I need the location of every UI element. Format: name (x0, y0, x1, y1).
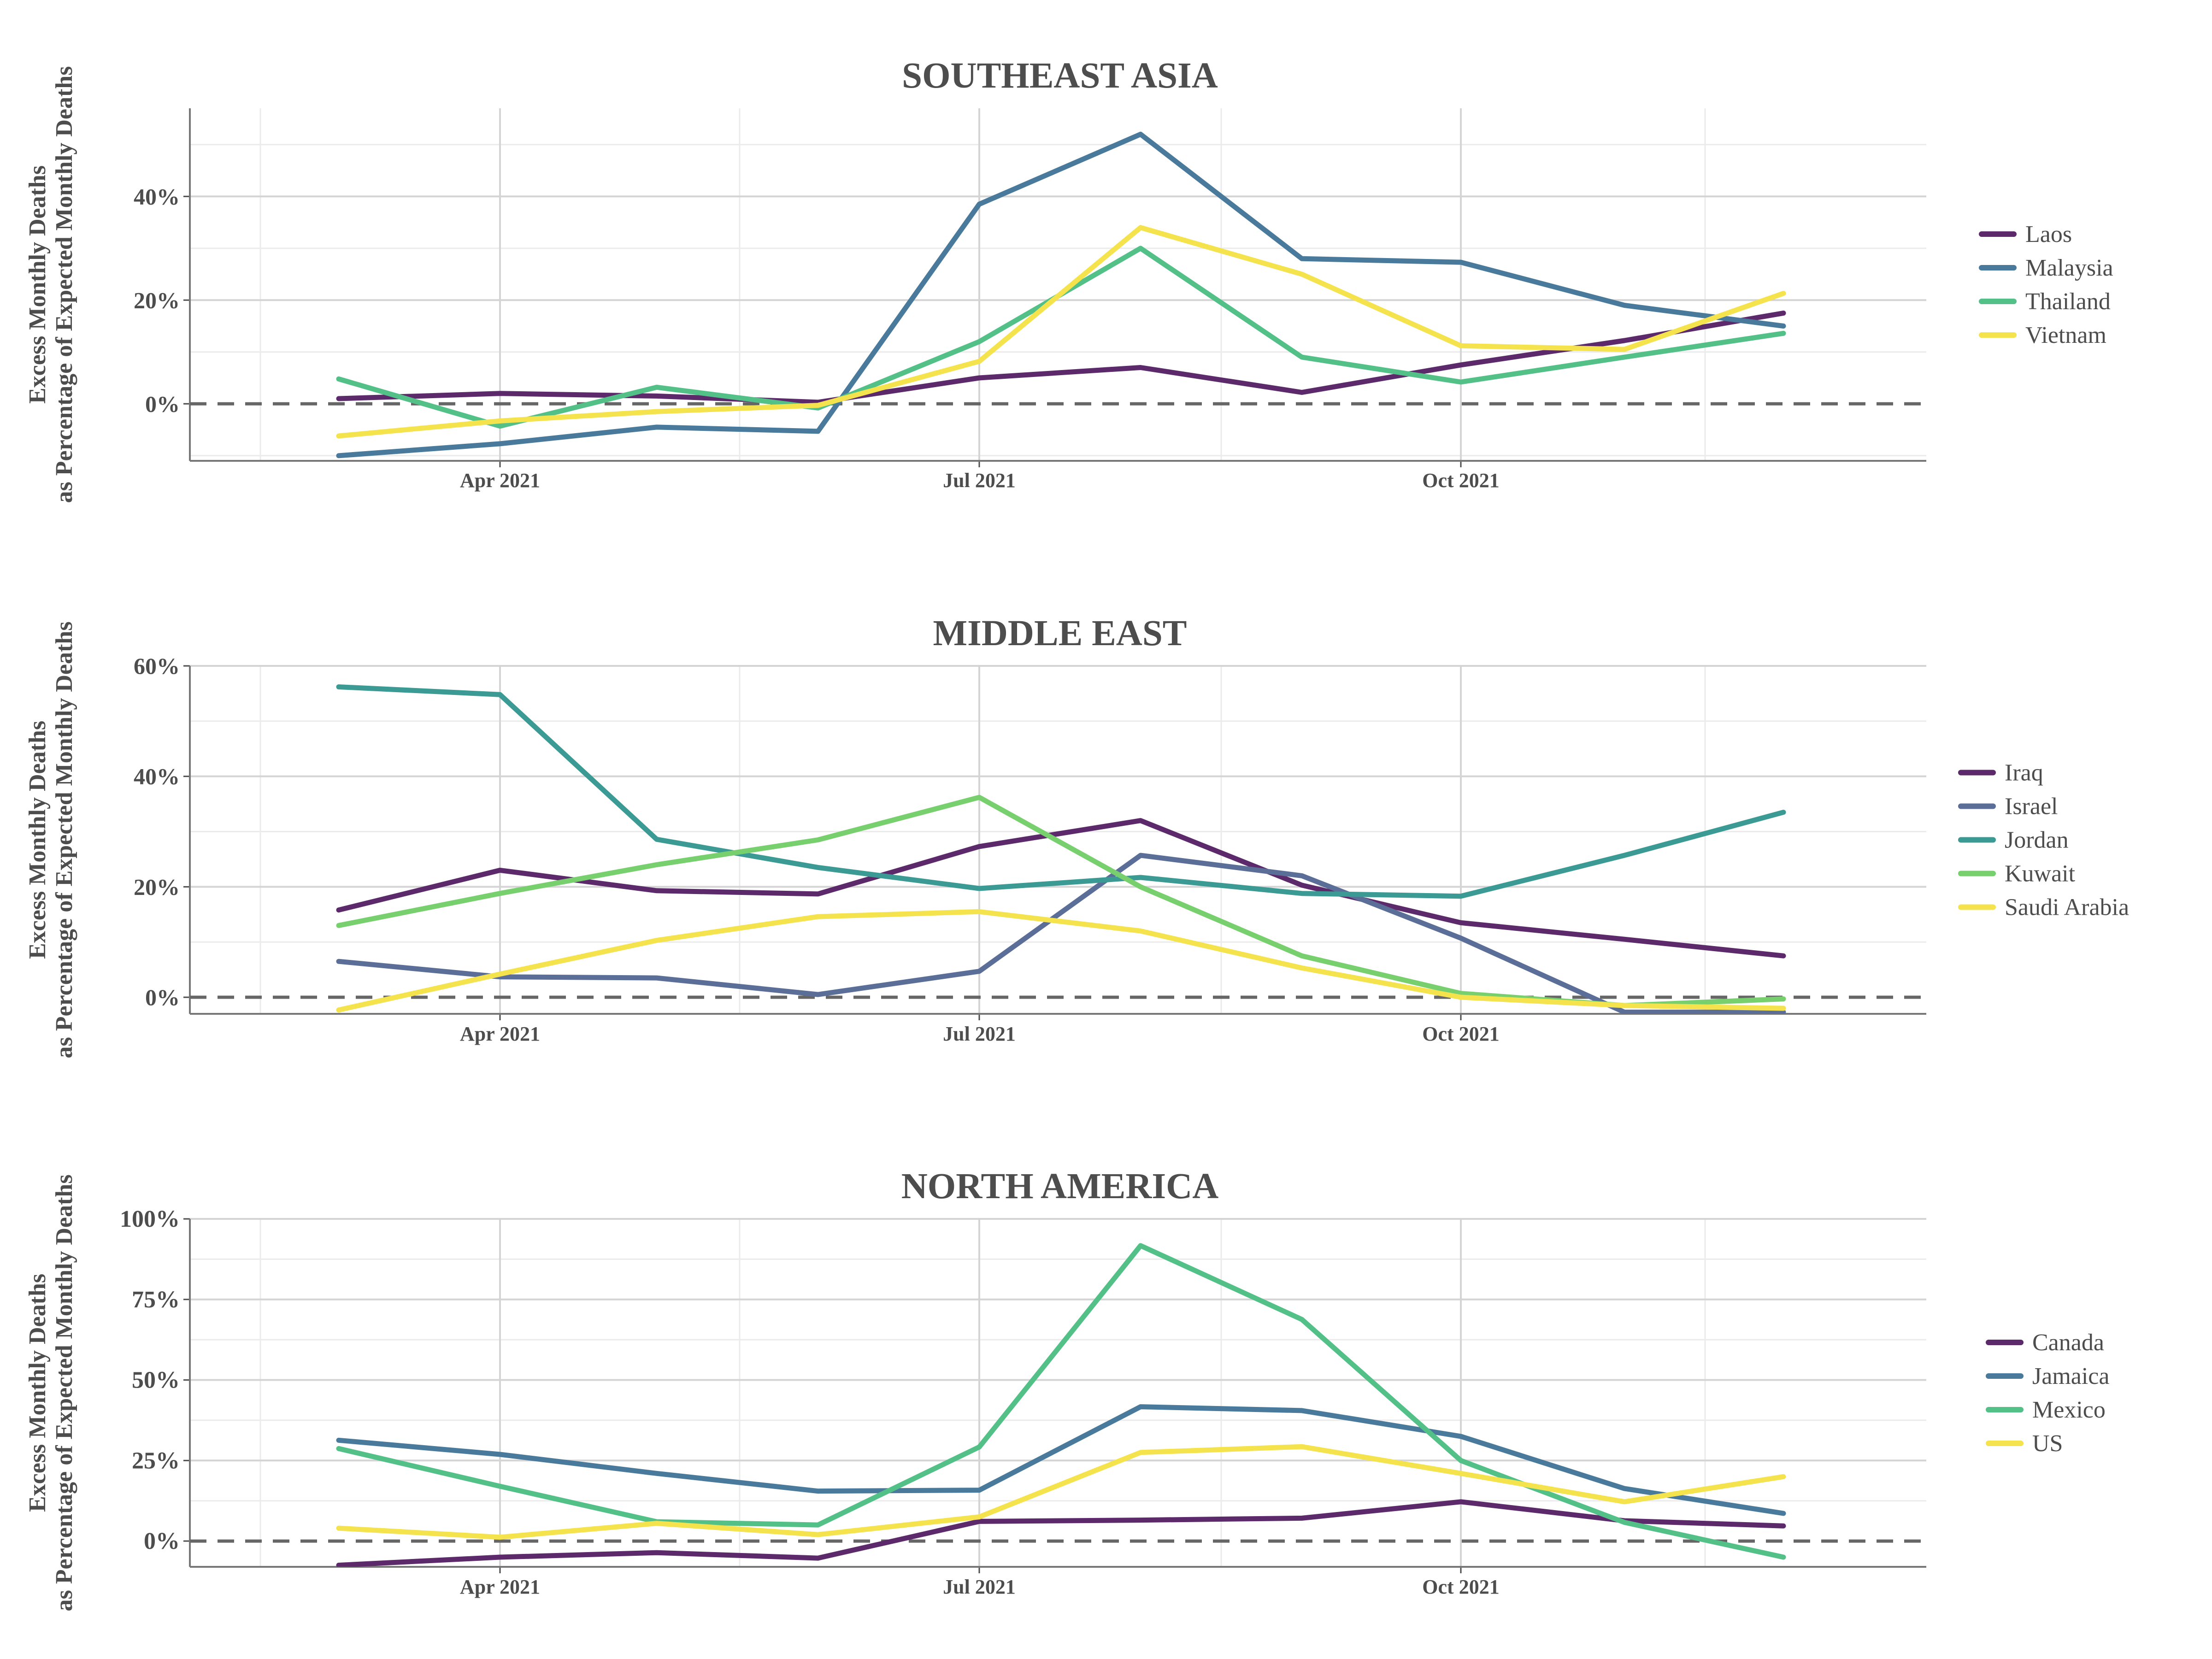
x-tick-label: Jul 2021 (943, 1023, 1016, 1045)
y-tick-label: 100% (120, 1206, 180, 1232)
y-axis-label: Excess Monthly Deathsas Percentage of Ex… (24, 66, 77, 503)
x-tick-label: Jul 2021 (943, 1576, 1016, 1598)
series-line-laos (339, 313, 1783, 402)
chart-panel-3: NORTH AMERICA Excess Monthly Deathsas Per… (24, 1166, 2109, 1611)
series-line-kuwait (339, 797, 1783, 1006)
panel-title: NORTH AMERICA (901, 1166, 1219, 1206)
x-tick-label: Oct 2021 (1422, 1023, 1499, 1045)
legend-label: Saudi Arabia (2005, 894, 2129, 921)
y-tick-label: 50% (132, 1367, 180, 1394)
y-axis-label: Excess Monthly Deathsas Percentage of Ex… (24, 1175, 77, 1612)
x-tick-label: Apr 2021 (460, 1576, 540, 1598)
legend-label: Mexico (2032, 1397, 2106, 1423)
legend-label: Canada (2032, 1330, 2104, 1356)
y-tick-label: 25% (132, 1447, 180, 1474)
x-tick-label: Jul 2021 (943, 469, 1016, 492)
y-tick-label: 75% (132, 1287, 180, 1313)
legend-label: Israel (2005, 794, 2058, 820)
panel-title: MIDDLE EAST (933, 613, 1187, 653)
y-tick-label: 20% (134, 287, 180, 313)
legend-label: Jamaica (2032, 1363, 2109, 1389)
y-tick-label: 40% (134, 183, 180, 209)
y-tick-label: 40% (134, 764, 180, 789)
panel-title: SOUTHEAST ASIA (902, 56, 1218, 96)
series-line-mexico (339, 1246, 1783, 1557)
legend-label: Kuwait (2005, 861, 2076, 887)
series-line-thailand (339, 248, 1783, 426)
legend-label: Laos (2025, 221, 2072, 247)
legend-label: Malaysia (2025, 255, 2113, 281)
chart-panel-1: SOUTHEAST ASIA Excess Monthly Deathsas Pe… (24, 56, 2113, 503)
x-tick-label: Apr 2021 (460, 469, 540, 492)
series-line-jordan (339, 687, 1783, 896)
legend-label: Vietnam (2025, 322, 2106, 348)
y-axis-label: Excess Monthly Deathsas Percentage of Ex… (24, 622, 77, 1059)
y-tick-label: 0% (144, 1528, 180, 1554)
legend-label: Iraq (2005, 760, 2043, 786)
y-tick-label: 0% (145, 984, 180, 1010)
x-tick-label: Oct 2021 (1422, 469, 1499, 492)
x-tick-label: Oct 2021 (1422, 1576, 1499, 1598)
y-tick-label: 60% (134, 653, 180, 679)
x-tick-label: Apr 2021 (460, 1023, 540, 1045)
y-tick-label: 0% (145, 391, 180, 417)
y-tick-label: 20% (134, 874, 180, 900)
series-line-saudi-arabia (339, 912, 1783, 1010)
legend-label: Thailand (2025, 288, 2111, 315)
legend-label: US (2032, 1430, 2063, 1457)
chart-panel-2: MIDDLE EAST Excess Monthly Deathsas Perce… (24, 613, 2129, 1058)
legend-label: Jordan (2005, 827, 2069, 853)
